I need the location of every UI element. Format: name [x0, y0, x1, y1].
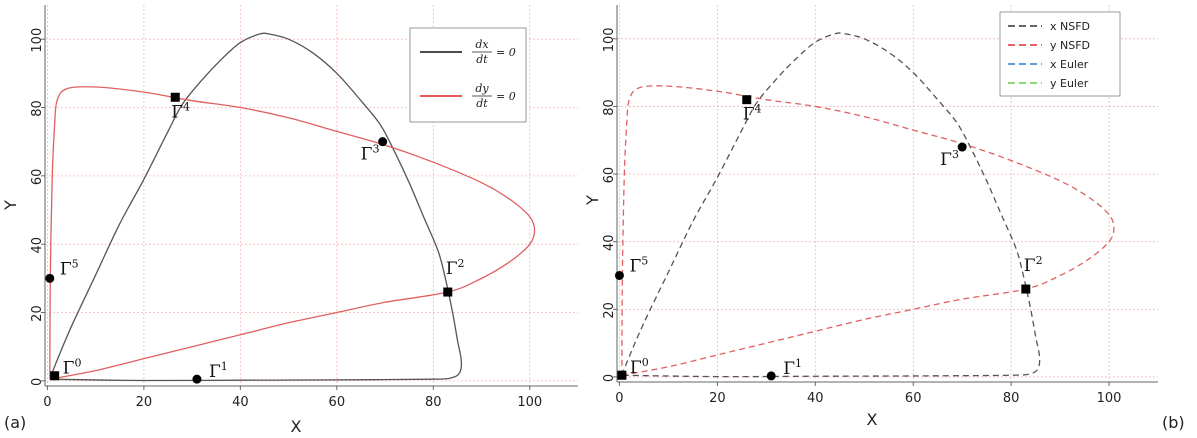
y-tick-label: 40: [30, 237, 45, 254]
y-axis-label: Y: [583, 195, 602, 206]
equilibrium-point-label: Γ1: [783, 357, 802, 379]
y-tick-label: 0: [30, 378, 45, 386]
equilibrium-point-label: Γ5: [629, 254, 648, 276]
equilibrium-point-label: Γ4: [171, 100, 190, 122]
x-tick-label: 100: [1097, 391, 1122, 406]
y-tick-label: 100: [30, 28, 45, 53]
equilibrium-point-superscript: 0: [642, 356, 649, 369]
legend-entry-label: y NSFD: [1050, 39, 1090, 52]
equilibrium-point-superscript: 4: [755, 103, 762, 116]
legend-entry-label: y Euler: [1050, 77, 1089, 90]
equilibrium-point-marker: [50, 371, 60, 381]
equilibrium-point-superscript: 3: [372, 143, 379, 156]
equilibrium-point-label: Γ2: [446, 257, 465, 279]
legend-equation-rhs: = 0: [496, 90, 516, 103]
y-tick-label: 100: [602, 27, 617, 52]
x-tick-label: 60: [329, 395, 346, 410]
equilibrium-point-superscript: 4: [183, 100, 190, 113]
equilibrium-point-superscript: 2: [458, 257, 465, 270]
y-tick-label: 20: [602, 302, 617, 319]
y-tick-label: 60: [602, 167, 617, 184]
equilibrium-point-label: Γ3: [361, 143, 380, 165]
equilibrium-point-marker: [443, 287, 453, 297]
y-axis-label: Y: [1, 200, 20, 211]
series-line-x-nullcline: [621, 32, 1041, 378]
legend-box: [409, 27, 527, 123]
x-tick-label: 80: [1003, 391, 1020, 406]
legend-fraction-denominator: dt: [476, 53, 488, 66]
legend-entry-label: x Euler: [1050, 58, 1089, 71]
equilibrium-point-marker: [766, 371, 776, 381]
equilibrium-point-marker: [1021, 284, 1031, 294]
equilibrium-point-marker: [617, 370, 627, 380]
x-axis-label: X: [291, 417, 302, 436]
equilibrium-point-marker: [957, 142, 967, 152]
equilibrium-point-marker: [378, 137, 388, 147]
legend-entry-label: x NSFD: [1050, 20, 1090, 33]
series-line-y-nullcline: [621, 85, 1115, 376]
x-tick-label: 60: [905, 391, 922, 406]
x-axis-label: X: [867, 410, 878, 429]
panel-label: (a): [4, 413, 26, 432]
equilibrium-point-marker: [45, 273, 55, 283]
x-tick-label: 0: [43, 395, 51, 410]
equilibrium-point-marker: [192, 374, 202, 384]
equilibrium-point-label: Γ0: [63, 357, 82, 379]
x-tick-label: 20: [709, 391, 726, 406]
legend: x NSFD y NSFD x Euler y Euler: [999, 11, 1121, 97]
x-tick-label: 80: [425, 395, 442, 410]
series-line-y-nullcline: [49, 86, 536, 380]
y-tick-label: 60: [30, 169, 45, 186]
equilibrium-point-label: Γ2: [1024, 254, 1043, 276]
y-tick-label: 80: [602, 99, 617, 116]
equilibrium-point-superscript: 0: [74, 357, 81, 370]
equilibrium-point-superscript: 5: [641, 254, 648, 267]
equilibrium-point-label: Γ5: [60, 257, 79, 279]
legend-equation-rhs: = 0: [496, 46, 516, 59]
y-tick-label: 20: [30, 305, 45, 322]
y-tick-label: 80: [30, 100, 45, 117]
equilibrium-point-label: Γ0: [630, 356, 649, 378]
equilibrium-point-marker: [742, 95, 752, 105]
x-tick-label: 100: [517, 395, 542, 410]
y-tick-label: 40: [602, 234, 617, 251]
panel-label: (b): [1162, 413, 1185, 432]
equilibrium-point-label: Γ3: [940, 148, 959, 170]
equilibrium-point-marker: [170, 92, 180, 102]
x-tick-label: 0: [615, 391, 623, 406]
legend-fraction-numerator: dy: [475, 82, 489, 95]
legend-fraction-numerator: dx: [475, 38, 489, 51]
equilibrium-point-superscript: 2: [1036, 254, 1043, 267]
x-tick-label: 40: [232, 395, 249, 410]
equilibrium-point-superscript: 1: [795, 357, 802, 370]
equilibrium-point-marker: [614, 270, 624, 280]
equilibrium-point-superscript: 3: [952, 148, 959, 161]
equilibrium-point-superscript: 1: [221, 360, 228, 373]
y-tick-label: 0: [602, 374, 617, 382]
legend: dx dt = 0 dy dt = 0: [409, 27, 527, 123]
legend-fraction-denominator: dt: [476, 97, 488, 110]
equilibrium-point-label: Γ4: [743, 103, 762, 125]
equilibrium-point-superscript: 5: [72, 257, 79, 270]
x-tick-label: 20: [136, 395, 153, 410]
series-line-x-nullcline: [49, 32, 463, 382]
equilibrium-point-label: Γ1: [209, 360, 228, 382]
x-tick-label: 40: [807, 391, 824, 406]
